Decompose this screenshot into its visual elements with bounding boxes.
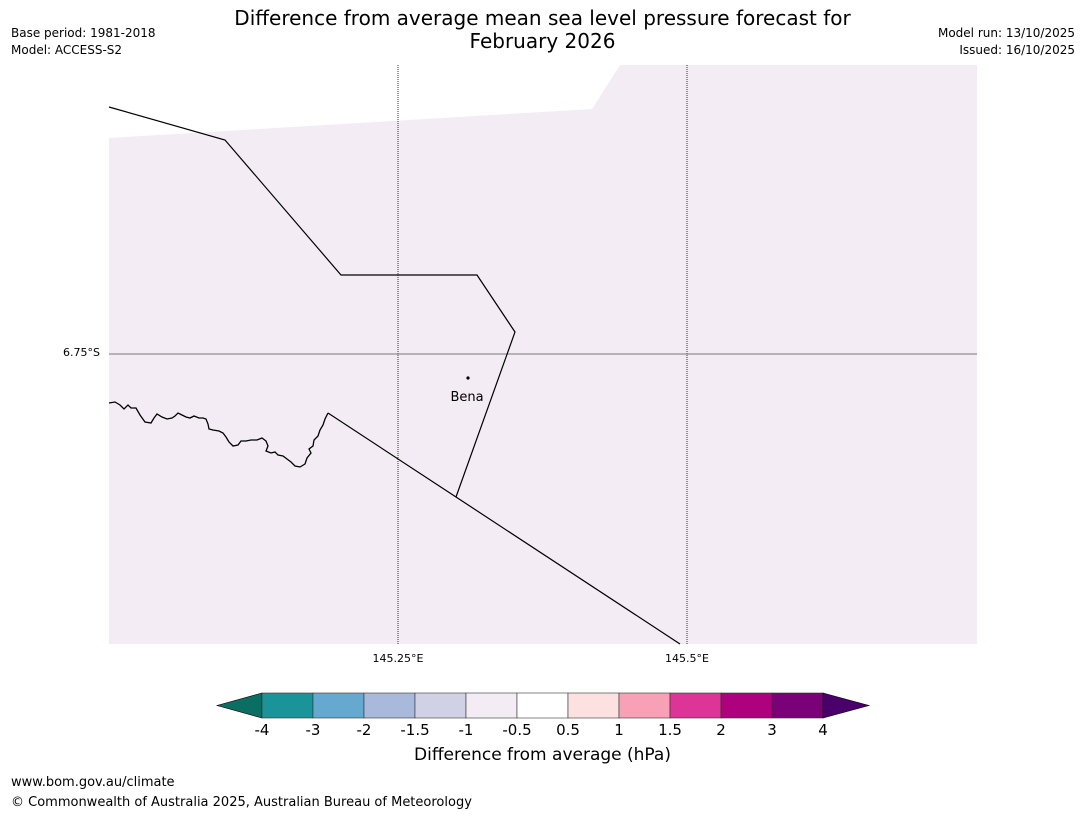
colorbar-segment — [669, 692, 722, 719]
colorbar-segment — [465, 692, 518, 719]
colorbar-segment — [261, 692, 314, 719]
footer-url: www.bom.gov.au/climate — [11, 775, 175, 790]
colorbar-tick-label: 1.5 — [658, 721, 682, 739]
place-label: Bena — [450, 390, 483, 405]
colorbar-label: Difference from average (hPa) — [414, 745, 671, 765]
coastline — [108, 401, 329, 468]
colorbar — [215, 692, 871, 719]
map-canvas: Bena — [108, 65, 977, 645]
colorbar-segment — [771, 692, 824, 719]
colorbar-segment — [414, 692, 467, 719]
map-title: Difference from average mean sea level p… — [0, 7, 1085, 53]
place-marker — [466, 376, 470, 380]
colorbar-segment — [516, 692, 569, 719]
province-boundary — [327, 412, 681, 645]
colorbar-tick-label: -3 — [305, 721, 321, 739]
title-line-2: February 2026 — [469, 29, 616, 53]
colorbar-tick-label: 4 — [818, 721, 828, 739]
province-boundary — [108, 106, 516, 498]
colorbar-segment — [720, 692, 773, 719]
model-name: Model: ACCESS-S2 — [11, 43, 123, 57]
colorbar-segment — [567, 692, 620, 719]
colorbar-tick-label: -4 — [254, 721, 270, 739]
model-info: Base period: 1981-2018 Model: ACCESS-S2 — [11, 25, 156, 59]
colorbar-extend-high — [822, 692, 871, 719]
colorbar-tick-label: 2 — [716, 721, 726, 739]
colorbar-extend-low — [215, 692, 263, 719]
issued-date: Issued: 16/10/2025 — [959, 43, 1075, 57]
lon-label: 145.5°E — [665, 652, 709, 665]
lon-label: 145.25°E — [372, 652, 424, 665]
title-line-1: Difference from average mean sea level p… — [234, 6, 851, 30]
colorbar-segment — [618, 692, 671, 719]
run-info: Model run: 13/10/2025 Issued: 16/10/2025 — [938, 25, 1075, 59]
colorbar-tick-label: -1 — [458, 721, 474, 739]
footer-copyright: © Commonwealth of Australia 2025, Austra… — [11, 795, 472, 810]
colorbar-segment — [312, 692, 365, 719]
colorbar-tick-label: 1 — [614, 721, 624, 739]
colorbar-tick-label: -1.5 — [400, 721, 430, 739]
base-period: Base period: 1981-2018 — [11, 26, 156, 40]
colorbar-tick-label: -2 — [356, 721, 372, 739]
colorbar-tick-label: -0.5 — [502, 721, 532, 739]
colorbar-segment — [363, 692, 416, 719]
colorbar-tick-label: 3 — [767, 721, 777, 739]
lat-label: 6.75°S — [63, 346, 100, 359]
model-run: Model run: 13/10/2025 — [937, 26, 1075, 40]
colorbar-tick-label: 0.5 — [556, 721, 580, 739]
